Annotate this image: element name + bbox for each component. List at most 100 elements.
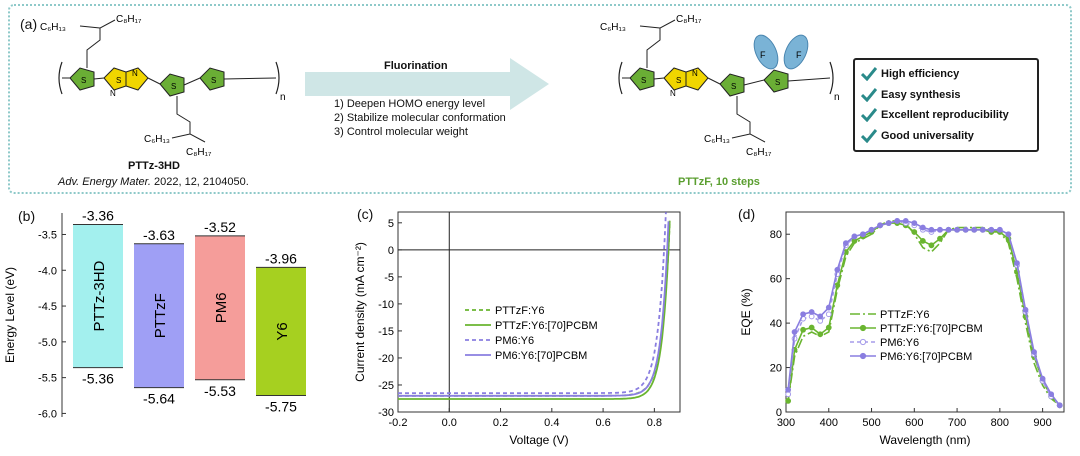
legend-label: PTTzF:Y6:[70]PCBM — [495, 320, 598, 332]
eqe-point — [928, 242, 935, 249]
x-axis-label: Wavelength (nm) — [880, 433, 971, 447]
side-chain-label: C₈H₁₇ — [676, 14, 702, 25]
atom-n: N — [110, 89, 116, 98]
panel-a-frame — [8, 4, 1072, 194]
eqe-point — [834, 266, 841, 273]
eqe-point — [1039, 375, 1046, 382]
eqe-point — [919, 224, 926, 231]
eqe-point — [825, 304, 832, 311]
y-tick-label: -4.5 — [38, 301, 57, 313]
side-chain-label: C₆H₁₃ — [144, 134, 170, 145]
eqe-point — [877, 222, 883, 229]
atom-s: S — [775, 78, 780, 87]
eqe-point — [1014, 260, 1020, 267]
pttzf-name: PTTzF, 10 steps — [678, 176, 760, 188]
y-tick-label: 80 — [770, 229, 782, 241]
x-tick-label: 500 — [862, 417, 880, 429]
y-tick-label: -5.0 — [38, 337, 57, 349]
y-axis-label: Current density (mA cm⁻²) — [353, 242, 367, 382]
pttzf-structure: S S N N S S F F n C₆H₁₃ C₈H₁₇ C₆H₁₃ C₈H₁… — [600, 14, 840, 158]
eqe-point — [971, 226, 978, 233]
eqe-point — [928, 226, 935, 233]
eqe-point — [1031, 349, 1037, 355]
legend-label: PM6:Y6:[70]PCBM — [495, 350, 587, 362]
jv-chart: -0.2 0.0 0.2 0.4 0.6 0.8 5 0 -5 -10 -15 -20 -25 -30 Vo… — [353, 211, 681, 447]
side-chain-label: C₈H₁₇ — [746, 147, 772, 158]
reference-journal: Adv. Energy Mater. — [58, 176, 151, 188]
atom-n: N — [132, 69, 138, 78]
energy-bar — [134, 243, 184, 388]
eqe-point — [785, 397, 792, 404]
energy-bar — [73, 224, 123, 368]
lumo-value: -3.63 — [143, 227, 175, 243]
eqe-point — [825, 324, 832, 331]
eqe-point — [911, 220, 918, 227]
eqe-point — [825, 311, 832, 318]
atom-s: S — [81, 76, 86, 85]
panel-c-label: (c) — [357, 206, 374, 222]
pttz-3hd-name: PTTz-3HD — [128, 160, 180, 172]
legend-label: PM6:Y6:[70]PCBM — [880, 351, 972, 363]
side-chain-label: C₈H₁₇ — [186, 147, 212, 158]
property-item: Excellent reproducibility — [861, 108, 1031, 123]
panel-d-label: (d) — [738, 206, 756, 222]
plot-frame — [397, 211, 681, 413]
eqe-point — [937, 235, 943, 242]
atom-s: S — [211, 76, 216, 85]
y-tick-label: 60 — [770, 274, 782, 286]
legend-label: PTTzF:Y6 — [495, 305, 545, 317]
y-tick-label: 5 — [388, 218, 394, 230]
atom-s: S — [116, 76, 121, 85]
eqe-point — [945, 226, 952, 233]
x-tick-label: 800 — [991, 417, 1009, 429]
x-tick-label: 700 — [948, 417, 966, 429]
x-tick-label: 0.4 — [544, 417, 559, 429]
atom-f: F — [760, 50, 766, 60]
y-tick-label: -5 — [384, 272, 394, 284]
eqe-point — [937, 226, 943, 233]
eqe-point — [1022, 306, 1029, 313]
eqe-point — [962, 226, 969, 233]
side-chain-label: C₆H₁₃ — [704, 134, 730, 145]
y-axis-label: Energy Level (eV) — [3, 267, 17, 363]
y-tick-label: -3.5 — [38, 229, 57, 241]
eqe-point — [902, 217, 909, 224]
x-tick-label: 400 — [820, 417, 838, 429]
eqe-curve — [787, 220, 1061, 406]
checkmark-icon — [861, 67, 877, 82]
side-chain-label: C₆H₁₃ — [40, 22, 66, 33]
step-1: 1) Deepen HOMO energy level — [334, 98, 486, 110]
y-tick-label: -30 — [378, 407, 394, 419]
eqe-point — [979, 226, 986, 233]
eqe-chart: 300 400 500 600 700 800 900 0 20 40 60 80 Wavelength… — [739, 211, 1065, 447]
x-tick-label: 0.0 — [442, 417, 457, 429]
eqe-point — [911, 229, 918, 235]
jv-curve — [398, 212, 667, 395]
y-tick-label: -4.0 — [38, 265, 57, 277]
atom-s: S — [171, 82, 176, 91]
eqe-point — [785, 386, 792, 393]
homo-value: -5.36 — [82, 371, 114, 387]
lumo-value: -3.52 — [204, 219, 236, 235]
y-tick-label: 0 — [388, 245, 394, 257]
x-tick-label: 900 — [1033, 417, 1051, 429]
eqe-point — [868, 226, 875, 233]
eqe-point — [885, 220, 892, 227]
energy-bar — [256, 267, 306, 396]
eqe-point — [800, 311, 807, 318]
y-tick-label: -20 — [378, 353, 394, 365]
material-name: PTTz-3HD — [91, 260, 108, 331]
property-item: Good universality — [861, 128, 1031, 143]
legend-label: PTTzF:Y6:[70]PCBM — [880, 323, 983, 335]
legend-marker — [859, 338, 867, 346]
side-chain-label: C₆H₁₃ — [600, 22, 626, 33]
side-chain-label: C₈H₁₇ — [116, 14, 142, 25]
energy-level-diagram: -3.5 -4.0 -4.5 -5.0 -5.5 -6.0 Energy Level (eV… — [3, 207, 306, 420]
x-axis-label: Voltage (V) — [509, 433, 568, 447]
panel-b-label: (b) — [18, 208, 36, 224]
reference: Adv. Energy Mater. 2022, 12, 2104050. — [58, 176, 249, 188]
checkmark-icon — [861, 87, 877, 102]
lumo-value: -3.36 — [82, 207, 114, 223]
eqe-point — [919, 237, 926, 244]
legend-label: PM6:Y6 — [880, 337, 919, 349]
